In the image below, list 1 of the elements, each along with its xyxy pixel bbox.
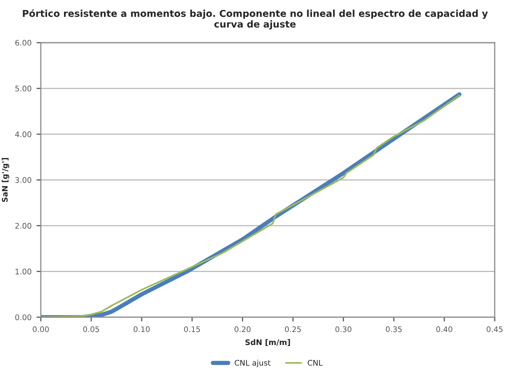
chart-title: Pórtico resistente a momentos bajo. Componente no lineal del espectro de capacidad y curva de ajuste — [22, 9, 488, 30]
